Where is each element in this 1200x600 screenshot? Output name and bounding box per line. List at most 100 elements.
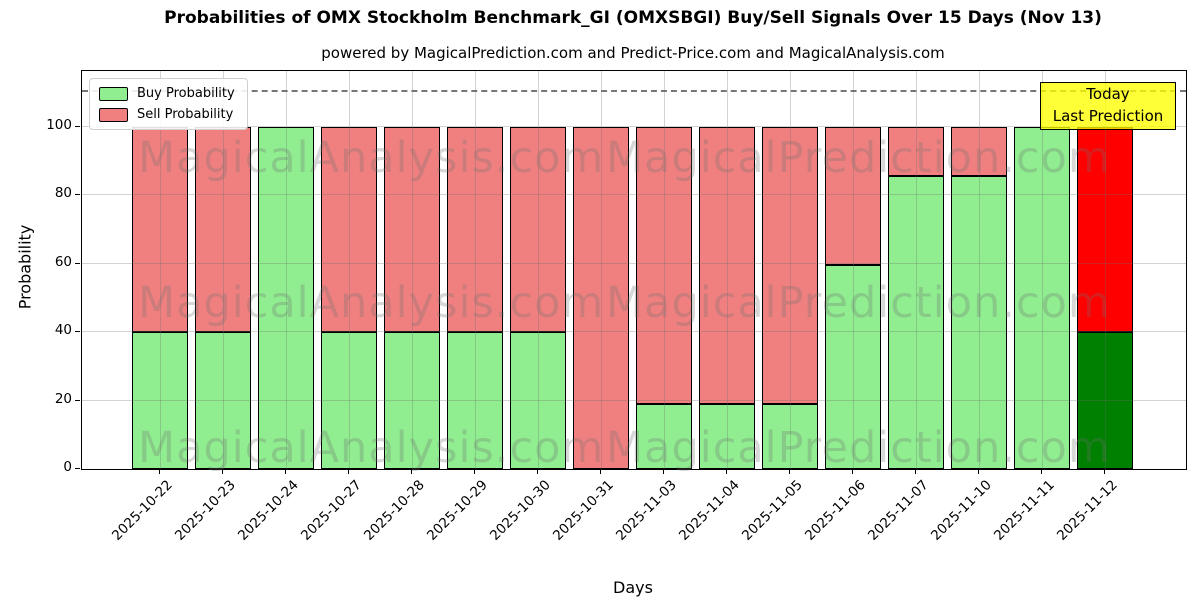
gridline-horizontal — [82, 331, 1186, 332]
x-tick-label-text: 2025-11-05 — [738, 477, 806, 544]
bar-segment-sell — [321, 126, 377, 332]
y-tick-mark — [75, 262, 80, 264]
gridline-vertical — [349, 71, 350, 469]
y-tick-mark — [75, 125, 80, 127]
x-tick-mark — [663, 469, 665, 474]
x-tick-label-text: 2025-10-29 — [423, 477, 491, 544]
y-tick-label: 100 — [46, 116, 72, 133]
today-annotation-line1: Today — [1086, 85, 1130, 104]
bar-segment-sell — [1077, 126, 1133, 332]
x-tick-label-text: 2025-11-04 — [675, 477, 743, 544]
bar-segment-sell — [636, 126, 692, 404]
gridline-vertical — [412, 71, 413, 469]
y-tick-label: 80 — [54, 185, 72, 201]
gridline-vertical — [790, 71, 791, 469]
bar-segment-buy — [384, 332, 440, 469]
bar-segment-sell — [447, 126, 503, 332]
gridline-vertical — [223, 71, 224, 469]
bar-segment-buy — [888, 176, 944, 469]
plot-area: MagicalAnalysis.com MagicalPrediction.com… — [81, 70, 1187, 473]
x-tick-mark — [222, 469, 224, 474]
x-tick-label-text: 2025-11-10 — [927, 477, 995, 544]
bar-segment-sell — [384, 126, 440, 332]
watermark: MagicalPrediction.com — [606, 133, 1111, 183]
today-annotation-line2: Last Prediction — [1052, 107, 1164, 125]
legend: Buy Probability Sell Probability — [89, 78, 248, 130]
watermark: MagicalAnalysis.com — [138, 423, 605, 473]
watermark: MagicalPrediction.com — [606, 423, 1111, 473]
gridline-vertical — [160, 71, 161, 469]
y-tick-label: 40 — [54, 322, 72, 338]
watermark: MagicalPrediction.com — [606, 278, 1111, 328]
gridline-horizontal — [82, 262, 1186, 264]
x-tick-mark — [915, 469, 917, 474]
x-tick-label-text: 2025-10-24 — [234, 477, 302, 544]
bar-segment-buy — [447, 332, 503, 469]
x-tick-label-text: 2025-10-30 — [486, 477, 554, 544]
x-tick-mark — [1104, 469, 1106, 474]
x-tick-mark — [537, 469, 539, 474]
gridline-vertical — [727, 71, 728, 469]
bar-segment-sell — [825, 126, 881, 266]
gridline-vertical — [1105, 71, 1106, 469]
x-tick-mark — [726, 469, 728, 474]
x-tick-label-text: 2025-11-07 — [864, 477, 932, 544]
bar-segment-buy — [510, 332, 566, 469]
chart-subtitle: powered by MagicalPrediction.com and Pre… — [321, 44, 945, 62]
x-tick-label-text: 2025-11-06 — [801, 477, 869, 544]
gridline-horizontal — [82, 194, 1186, 195]
y-tick-label: 20 — [54, 390, 72, 407]
legend-label-sell: Sell Probability — [137, 107, 234, 122]
bar-segment-buy — [321, 332, 377, 469]
gridline-vertical — [286, 71, 287, 469]
chart-title: Probabilities of OMX Stockholm Benchmark… — [164, 8, 1102, 28]
legend-label-buy: Buy Probability — [137, 86, 235, 101]
x-tick-mark — [600, 469, 602, 474]
x-tick-mark — [1041, 469, 1043, 474]
y-tick-label: 60 — [54, 253, 72, 270]
y-tick-mark — [75, 399, 80, 401]
watermark: MagicalAnalysis.com — [138, 133, 605, 183]
x-tick-label-text: 2025-10-31 — [549, 477, 617, 544]
x-tick-mark — [978, 469, 980, 474]
bar-segment-buy — [1014, 126, 1070, 469]
y-tick-label: 0 — [63, 459, 72, 475]
bar-segment-buy — [258, 126, 314, 469]
bar-segment-buy — [636, 403, 692, 469]
bar-segment-sell — [510, 126, 566, 332]
bar-segment-sell — [888, 126, 944, 177]
x-tick-label-text: 2025-11-12 — [1053, 477, 1121, 544]
gridline-vertical — [1042, 71, 1043, 469]
x-tick-mark — [348, 469, 350, 474]
x-axis-title: Days — [613, 578, 653, 597]
y-tick-mark — [75, 194, 80, 196]
x-tick-mark — [285, 469, 287, 474]
sell-color-swatch — [99, 107, 128, 122]
x-tick-label-text: 2025-10-27 — [297, 477, 365, 544]
bar-segment-buy — [825, 265, 881, 469]
bar-segment-buy — [1077, 332, 1133, 469]
gridline-horizontal — [82, 125, 1186, 127]
watermark: MagicalAnalysis.com — [138, 278, 605, 328]
gridline-vertical — [475, 71, 476, 469]
bar-segment-buy — [699, 403, 755, 469]
bar-segment-buy — [762, 403, 818, 469]
x-tick-label-text: 2025-10-23 — [171, 477, 239, 544]
x-tick-mark — [159, 469, 161, 474]
gridline-vertical — [916, 71, 917, 469]
gridline-vertical — [979, 71, 980, 469]
y-tick-mark — [75, 468, 80, 470]
bar-segment-sell — [195, 126, 251, 332]
x-tick-mark — [411, 469, 413, 474]
x-tick-label-text: 2025-11-03 — [612, 477, 680, 544]
buy-color-swatch — [99, 86, 128, 101]
bar-segment-sell — [762, 126, 818, 404]
bar-segment-sell — [951, 126, 1007, 177]
x-tick-label-text: 2025-11-11 — [990, 477, 1058, 544]
y-tick-mark — [75, 331, 80, 333]
dashed-threshold-line — [82, 90, 1186, 93]
gridline-horizontal — [82, 399, 1186, 401]
today-annotation: Today Last Prediction — [1040, 82, 1176, 130]
legend-item-buy: Buy Probability — [99, 86, 235, 101]
